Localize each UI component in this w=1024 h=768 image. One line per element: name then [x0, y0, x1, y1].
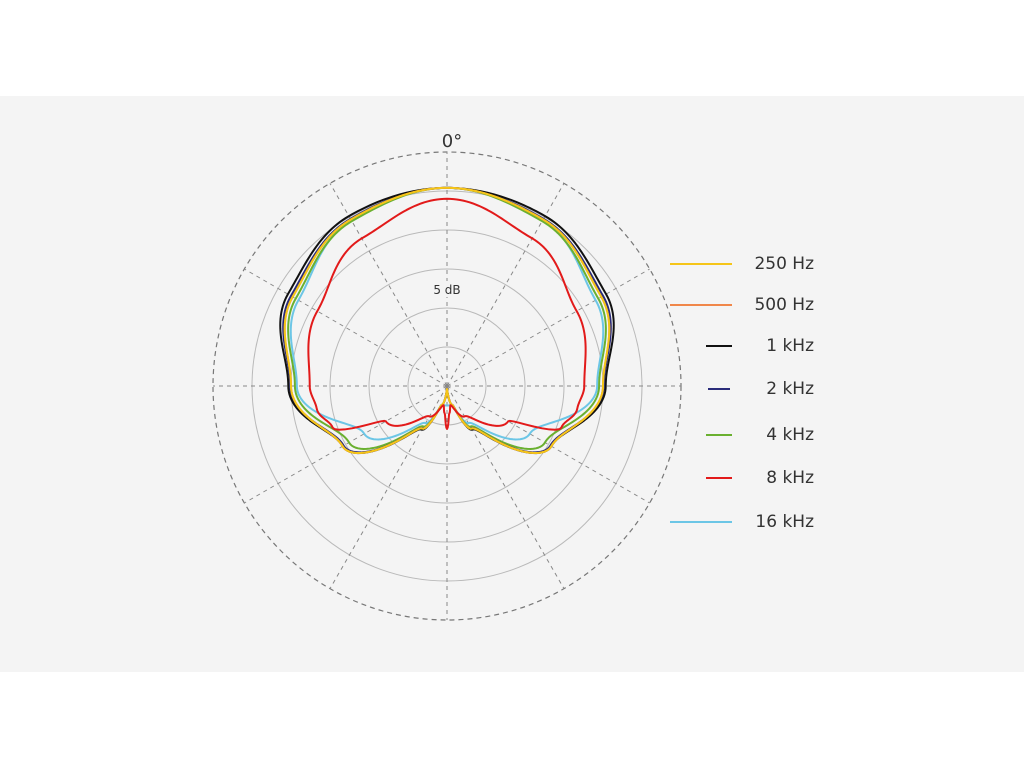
- polar-grid: [212, 151, 682, 621]
- legend-item-1khz: 1 kHz: [670, 334, 820, 358]
- legend-swatch: [706, 434, 732, 436]
- legend-swatch: [670, 304, 732, 306]
- polar-chart-panel: 0° 5 dB 250 Hz 500 Hz 1 kHz 2 kHz 4 kHz …: [0, 96, 1024, 672]
- legend-label: 2 kHz: [766, 379, 814, 399]
- legend-label: 500 Hz: [754, 295, 814, 315]
- grid-spoke: [446, 385, 565, 589]
- grid-spoke: [244, 385, 448, 504]
- series-line-8khz: [307, 197, 587, 431]
- legend-label: 4 kHz: [766, 425, 814, 445]
- legend-label: 250 Hz: [754, 254, 814, 274]
- grid-spoke: [446, 268, 650, 387]
- legend-label: 8 kHz: [766, 468, 814, 488]
- series-line-250hz: [283, 186, 611, 455]
- legend-label: 1 kHz: [766, 336, 814, 356]
- legend-item-2khz: 2 kHz: [670, 377, 820, 401]
- legend-swatch: [670, 263, 732, 265]
- grid-spoke: [446, 183, 565, 387]
- grid-ring: [368, 307, 526, 465]
- series-line-16khz: [289, 186, 605, 441]
- legend-swatch: [706, 477, 732, 479]
- grid-spoke: [329, 385, 448, 589]
- grid-spoke: [446, 385, 650, 504]
- legend-item-250hz: 250 Hz: [670, 252, 820, 276]
- legend-label: 16 kHz: [755, 512, 814, 532]
- legend-swatch: [670, 521, 732, 523]
- ring-label-background: [426, 281, 466, 297]
- ring-label-db: 5 dB: [433, 283, 460, 297]
- legend-swatch: [708, 388, 730, 390]
- grid-spoke: [329, 183, 448, 387]
- legend-item-500hz: 500 Hz: [670, 293, 820, 317]
- legend-swatch: [706, 345, 732, 347]
- grid-spoke: [244, 268, 448, 387]
- legend-item-4khz: 4 kHz: [670, 423, 820, 447]
- legend-item-8khz: 8 kHz: [670, 466, 820, 490]
- grid-ring: [329, 268, 565, 504]
- angle-label-0-degrees: 0°: [442, 131, 462, 152]
- grid-ring: [407, 346, 487, 426]
- legend-item-16khz: 16 kHz: [670, 510, 820, 534]
- polar-pattern-chart: 0° 5 dB: [212, 131, 682, 621]
- series-group: [279, 186, 615, 455]
